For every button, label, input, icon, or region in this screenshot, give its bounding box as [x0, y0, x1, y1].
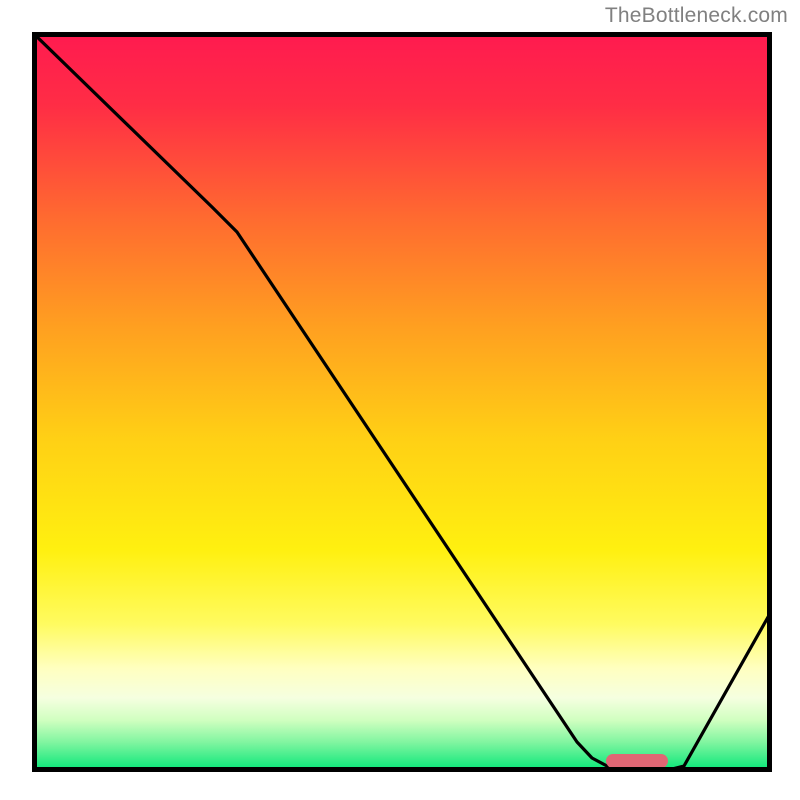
bottleneck-curve-chart — [32, 32, 772, 772]
plot-area — [32, 32, 772, 772]
chart-stage: TheBottleneck.com — [0, 0, 800, 800]
optimal-range-marker — [606, 754, 668, 768]
watermark-text: TheBottleneck.com — [605, 4, 788, 28]
